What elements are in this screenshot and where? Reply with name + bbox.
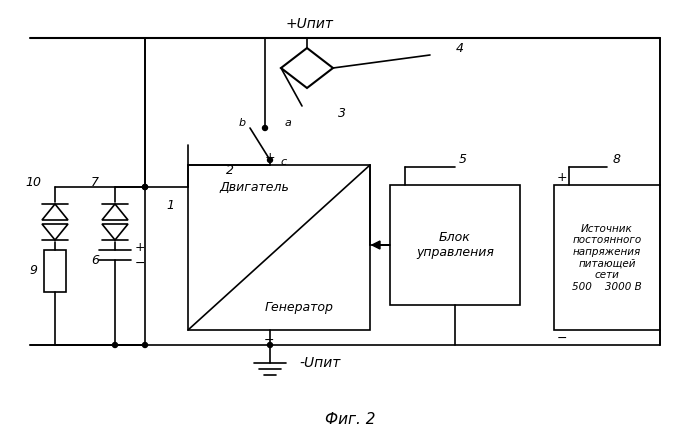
Text: Источник
постоянного
напряжения
питающей
сети
500    3000 В: Источник постоянного напряжения питающей… [572, 224, 642, 291]
Text: +: + [265, 151, 275, 163]
Text: 3: 3 [338, 106, 346, 120]
Text: 10: 10 [25, 175, 41, 189]
Circle shape [143, 342, 147, 347]
Bar [44, 250, 66, 292]
Text: 1: 1 [166, 198, 174, 211]
FancyArrow shape [372, 241, 390, 249]
Text: 2: 2 [226, 163, 234, 176]
Circle shape [143, 184, 147, 190]
Circle shape [143, 184, 147, 190]
Bar [188, 165, 370, 330]
Circle shape [113, 342, 117, 347]
Text: −: − [264, 334, 274, 346]
Circle shape [268, 342, 273, 347]
Text: -Uпит: -Uпит [299, 356, 340, 370]
Text: −: − [556, 331, 568, 345]
Text: 5: 5 [459, 152, 467, 166]
Circle shape [263, 125, 268, 131]
Text: 4: 4 [456, 42, 464, 54]
Text: +: + [556, 171, 568, 183]
Text: 7: 7 [91, 175, 99, 189]
Text: 8: 8 [613, 152, 621, 166]
Text: 6: 6 [91, 253, 99, 267]
Text: c: c [281, 157, 287, 167]
Text: a: a [284, 118, 291, 128]
Text: 9: 9 [29, 264, 37, 277]
Text: −: − [135, 256, 145, 269]
Text: b: b [238, 118, 245, 128]
Text: +Uпит: +Uпит [286, 17, 334, 31]
Circle shape [268, 158, 273, 163]
Text: Генератор: Генератор [264, 302, 333, 315]
Text: Блок
управления: Блок управления [416, 231, 494, 259]
Bar [554, 185, 660, 330]
Text: +: + [135, 241, 145, 253]
Text: Фиг. 2: Фиг. 2 [325, 412, 375, 427]
Bar [390, 185, 520, 305]
Text: Двигатель: Двигатель [219, 180, 289, 194]
